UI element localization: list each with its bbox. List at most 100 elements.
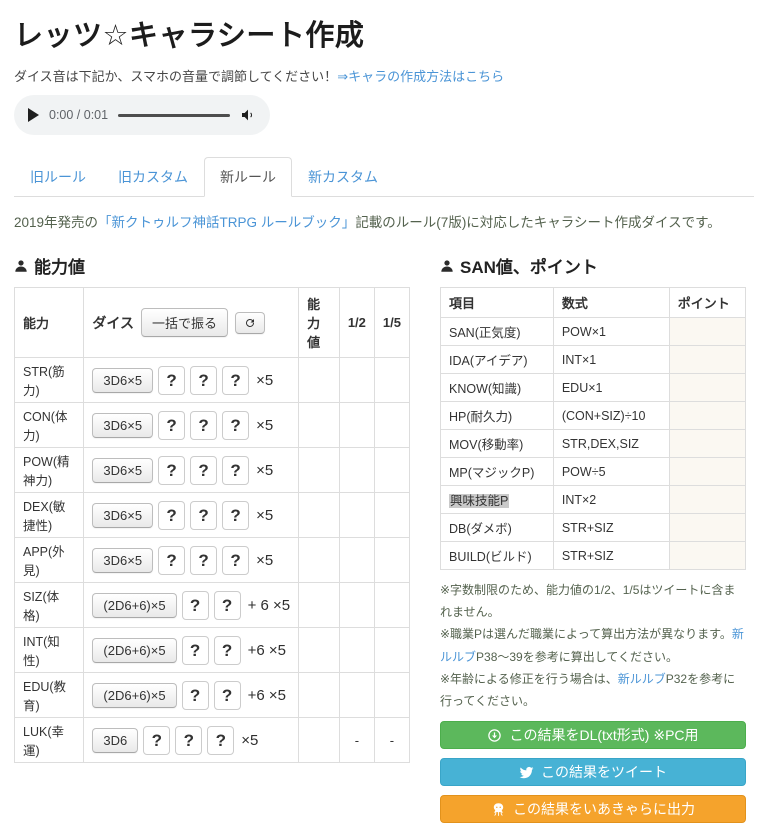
roll-dice-button[interactable]: 3D6×5 xyxy=(92,412,154,438)
dice-result-slot[interactable]: ? xyxy=(181,590,209,620)
dice-result-slot[interactable]: ? xyxy=(222,410,250,440)
note-char-limit: ※字数制限のため、能力値の1/2、1/5はツイートに含まれません。 xyxy=(440,583,736,620)
rulebook-p38-link[interactable]: 新ルルブ xyxy=(440,627,744,664)
dice-suffix: ×5 xyxy=(256,371,274,389)
dice-result-slot[interactable]: ? xyxy=(181,635,209,665)
dice-result-slot[interactable]: ? xyxy=(213,590,241,620)
san-item: IDA(アイデア) xyxy=(440,345,554,374)
page-title: レッツ☆キャラシート作成 xyxy=(14,20,365,52)
table-row-mov: MOV(移動率) STR,DEX,SIZ xyxy=(440,429,747,458)
dice-result-slot[interactable]: ? xyxy=(190,545,218,575)
dice-result-slot[interactable]: ? xyxy=(158,545,186,575)
dice-result-slot[interactable]: ? xyxy=(222,365,250,395)
san-formula: STR+SIZ xyxy=(552,541,670,570)
roll-dice-button[interactable]: (2D6+6)×5 xyxy=(92,682,177,708)
dice-result-slot[interactable]: ? xyxy=(143,725,171,755)
ability-name: LUK(幸運) xyxy=(13,717,85,763)
rulebook-link[interactable]: 「新クトゥルフ神話TRPG ルールブック」 xyxy=(98,215,356,230)
tab-new-custom[interactable]: 新カスタム xyxy=(308,169,378,185)
tweet-result-button[interactable]: この結果をツイート xyxy=(440,758,746,787)
dice-result-slot[interactable]: ? xyxy=(181,680,209,710)
note-age: ※年齢による修正を行う場合は、新ルルブP32を参考に行ってください。 xyxy=(440,668,746,712)
dice-result-slot[interactable]: ? xyxy=(222,500,250,530)
dice-result-slot[interactable]: ? xyxy=(190,455,218,485)
note-age-prefix: ※年齢による修正を行う場合は、 xyxy=(440,671,618,686)
dice-result-slot[interactable]: ? xyxy=(158,455,186,485)
highlighted-item: 興味技能P xyxy=(449,494,510,508)
howto-link[interactable]: ⇒キャラの作成方法はこちら xyxy=(337,69,505,84)
ability-name: DEX(敏捷性) xyxy=(13,492,85,538)
san-point xyxy=(668,513,747,542)
iachara-export-button[interactable]: この結果をいあきゃらに出力 xyxy=(440,795,746,824)
roll-dice-button[interactable]: 3D6×5 xyxy=(92,547,154,573)
tab-old-rule[interactable]: 旧ルール xyxy=(30,169,86,185)
dice-result-slot[interactable]: ? xyxy=(207,725,235,755)
ability-col-header: 能力 xyxy=(13,287,85,358)
san-item: 興味技能P xyxy=(440,485,554,514)
san-item: MP(マジックP) xyxy=(440,457,554,486)
ability-section: 能力値 能力 ダイス 一括で振る 能力値 1/2 1/5 xyxy=(13,251,411,763)
san-formula: INT×1 xyxy=(552,345,670,374)
san-point xyxy=(668,429,747,458)
san-formula: EDU×1 xyxy=(552,373,670,402)
san-point xyxy=(668,401,747,430)
dice-result-slot[interactable]: ? xyxy=(158,365,186,395)
dice-result-slot[interactable]: ? xyxy=(175,725,203,755)
san-formula: POW÷5 xyxy=(552,457,670,486)
audio-progress-bar[interactable] xyxy=(118,113,230,117)
san-item: DB(ダメボ) xyxy=(440,513,554,542)
download-result-button[interactable]: この結果をDL(txt形式) ※PC用 xyxy=(440,721,746,750)
table-row-app: APP(外見) 3D6×5 ? ? ? ×5 xyxy=(13,537,411,583)
ability-name: SIZ(体格) xyxy=(13,582,85,628)
fifth-value xyxy=(373,402,411,448)
san-heading: SAN値、ポイント xyxy=(440,253,746,278)
person-icon xyxy=(15,259,27,272)
dice-result-slot[interactable]: ? xyxy=(222,455,250,485)
refresh-dice-button[interactable] xyxy=(235,311,266,334)
roll-dice-button[interactable]: (2D6+6)×5 xyxy=(92,637,177,663)
iachara-export-label: この結果をいあきゃらに出力 xyxy=(513,801,695,818)
tab-old-custom[interactable]: 旧カスタム xyxy=(118,169,188,185)
tab-new-rule[interactable]: 新ルール xyxy=(204,157,292,197)
san-item: KNOW(知識) xyxy=(440,373,554,402)
person-icon xyxy=(441,259,453,272)
rulebook-p32-link[interactable]: 新ルルブ xyxy=(617,671,666,686)
dice-result-slot[interactable]: ? xyxy=(158,500,186,530)
description: 2019年発売の「新クトゥルフ神話TRPG ルールブック」記載のルール(7版)に… xyxy=(14,211,754,231)
dice-result-slot[interactable]: ? xyxy=(190,410,218,440)
volume-icon[interactable] xyxy=(240,107,256,123)
play-icon[interactable] xyxy=(28,108,39,122)
half-value xyxy=(338,447,375,493)
ability-name: CON(体力) xyxy=(13,402,85,448)
dice-suffix: +6 ×5 xyxy=(247,641,286,659)
roll-dice-button[interactable]: 3D6×5 xyxy=(92,457,154,483)
half-value xyxy=(338,537,375,583)
san-section: SAN値、ポイント 項目 数式 ポイント SAN(正気度) POW×1 IDA(… xyxy=(440,251,747,824)
roll-dice-button[interactable]: (2D6+6)×5 xyxy=(92,592,177,618)
table-row-ida: IDA(アイデア) INT×1 xyxy=(440,345,747,374)
san-point xyxy=(668,317,747,346)
roll-dice-button[interactable]: 3D6 xyxy=(92,727,139,753)
dice-result-slot[interactable]: ? xyxy=(213,635,241,665)
subtitle-text: ダイス音は下記か、スマホの音量で調節してください！ xyxy=(14,69,338,84)
roll-all-button[interactable]: 一括で振る xyxy=(141,308,229,337)
creature-icon xyxy=(493,802,504,816)
audio-player[interactable]: 0:00 / 0:01 xyxy=(14,95,270,135)
san-formula: STR,DEX,SIZ xyxy=(552,429,670,458)
table-row-int: INT(知性) (2D6+6)×5 ? ? +6 ×5 xyxy=(13,627,411,673)
fifth-value xyxy=(373,357,411,403)
refresh-icon xyxy=(246,318,255,327)
subtitle: ダイス音は下記か、スマホの音量で調節してください！⇒キャラの作成方法はこちら xyxy=(14,66,754,85)
san-heading-label: SAN値、ポイント xyxy=(460,258,598,277)
roll-dice-button[interactable]: 3D6×5 xyxy=(92,502,154,528)
dice-result-slot[interactable]: ? xyxy=(190,365,218,395)
dice-result-slot[interactable]: ? xyxy=(222,545,250,575)
dice-result-slot[interactable]: ? xyxy=(213,680,241,710)
roll-dice-button[interactable]: 3D6×5 xyxy=(92,367,154,393)
dice-result-slot[interactable]: ? xyxy=(190,500,218,530)
ability-name: EDU(教育) xyxy=(13,672,85,718)
point-col-header: ポイント xyxy=(668,287,747,318)
table-row-con: CON(体力) 3D6×5 ? ? ? ×5 xyxy=(13,402,411,448)
dice-result-slot[interactable]: ? xyxy=(158,410,186,440)
